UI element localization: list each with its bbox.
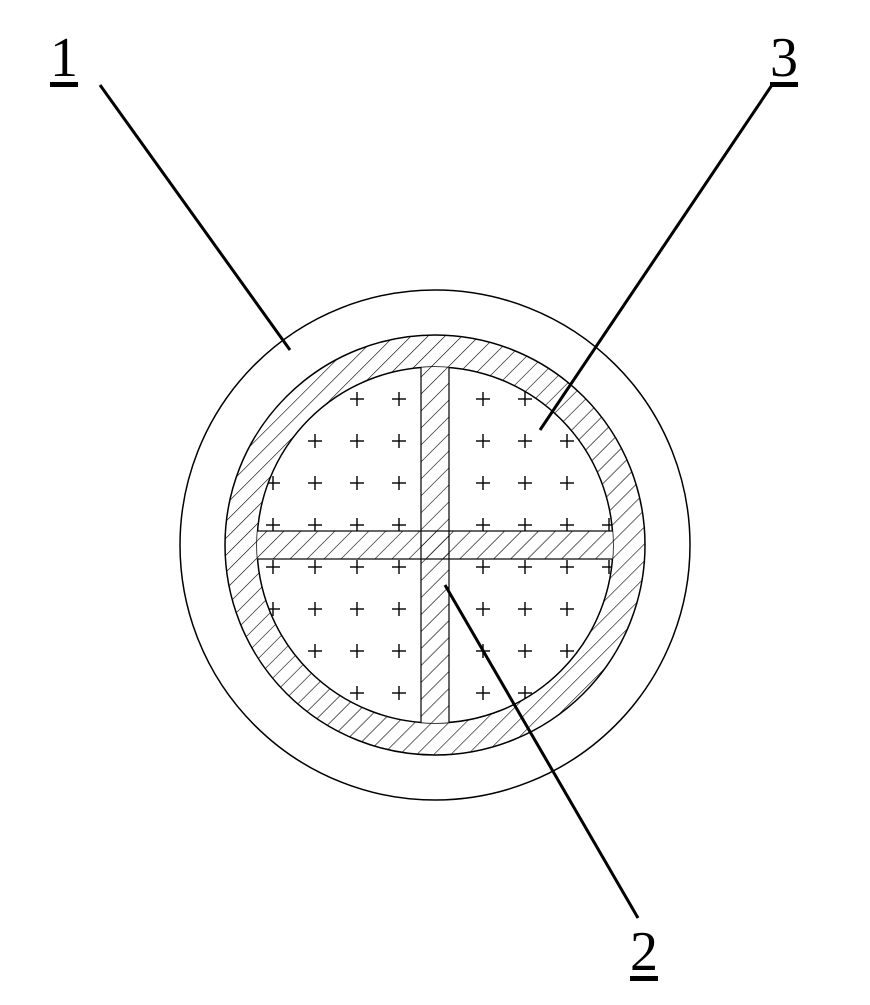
callout-label-3: 3: [770, 26, 798, 90]
diagram-svg: [0, 0, 870, 1000]
callout-label-1: 1: [50, 26, 78, 90]
leader-line-1: [100, 85, 290, 350]
leader-line-3: [540, 85, 772, 430]
technical-diagram: 1 3 2: [0, 0, 870, 1000]
callout-label-2: 2: [630, 920, 658, 984]
